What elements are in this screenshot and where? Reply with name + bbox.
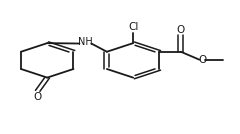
Text: O: O bbox=[34, 92, 42, 102]
Text: methyl: methyl bbox=[226, 58, 231, 60]
Text: NH: NH bbox=[78, 37, 93, 47]
Text: O: O bbox=[177, 25, 185, 35]
Text: methyl: methyl bbox=[226, 58, 231, 60]
Text: O: O bbox=[198, 55, 206, 65]
Text: Cl: Cl bbox=[128, 22, 138, 32]
